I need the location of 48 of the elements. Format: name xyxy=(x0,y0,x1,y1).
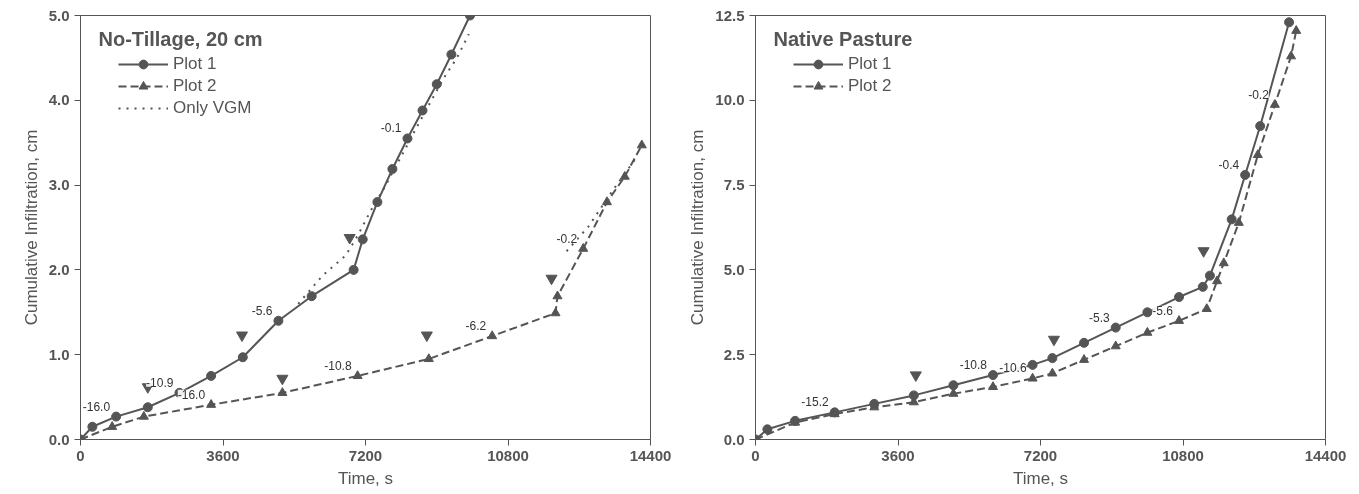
legend-label: Only VGM xyxy=(173,98,252,118)
annotation: -10.8 xyxy=(959,358,988,373)
x-tick-label: 3600 xyxy=(881,446,915,464)
y-tick-label: 1.0 xyxy=(48,345,70,363)
annotation: -6.2 xyxy=(465,319,487,334)
annotation: -5.3 xyxy=(1089,310,1111,325)
annotation: -0.2 xyxy=(1248,87,1270,102)
y-tick-label: 2.5 xyxy=(723,345,745,363)
legend-label: Plot 2 xyxy=(848,76,892,96)
x-tick-label: 10800 xyxy=(487,446,529,464)
annotation: -5.6 xyxy=(1152,303,1174,318)
text: Native Pasture xyxy=(773,27,913,50)
y-axis-title: Cumulative Infiltration, cm xyxy=(21,129,41,326)
y-tick-label: 7.5 xyxy=(723,176,745,194)
annotation: -0.4 xyxy=(1218,157,1240,172)
x-tick-label: 7200 xyxy=(1023,446,1058,464)
x-tick-label: 14400 xyxy=(629,446,672,464)
x-tick-label: 10800 xyxy=(1162,446,1204,464)
annotation: -10.9 xyxy=(146,375,174,390)
x-axis-title: Time, s xyxy=(337,468,394,488)
annotation: -16.0 xyxy=(82,399,111,414)
x-tick-label: 0 xyxy=(751,446,760,464)
x-tick-label: 14400 xyxy=(1304,446,1347,464)
annotation: -15.2 xyxy=(801,395,829,410)
annotation: -10.6 xyxy=(999,361,1027,376)
y-tick-label: 3.0 xyxy=(48,176,70,194)
legend-label: Plot 1 xyxy=(173,54,217,74)
legend-label: Plot 1 xyxy=(848,54,892,74)
annotation: -16.0 xyxy=(177,387,206,402)
y-tick-label: 2.0 xyxy=(48,260,70,278)
annotation: -0.2 xyxy=(556,231,578,246)
x-tick-label: 0 xyxy=(76,446,85,464)
x-axis-title: Time, s xyxy=(1012,468,1069,488)
annotation: -5.6 xyxy=(251,303,273,318)
x-tick-label: 7200 xyxy=(348,446,383,464)
y-axis-title: Cumulative Infiltration, cm xyxy=(688,129,708,326)
text: No-Tillage, 20 cm xyxy=(98,27,263,50)
annotation: -10.8 xyxy=(324,358,352,373)
y-tick-label: 12.5 xyxy=(715,6,745,24)
y-tick-label: 5.0 xyxy=(723,260,745,278)
y-tick-label: 0.0 xyxy=(723,430,745,448)
y-tick-label: 0.0 xyxy=(48,430,70,448)
y-tick-label: 5.0 xyxy=(48,6,70,24)
legend-label: Plot 2 xyxy=(173,76,217,96)
annotation: -0.1 xyxy=(380,121,402,136)
x-tick-label: 3600 xyxy=(206,446,240,464)
y-tick-label: 4.0 xyxy=(48,91,70,109)
y-tick-label: 10.0 xyxy=(715,91,745,109)
